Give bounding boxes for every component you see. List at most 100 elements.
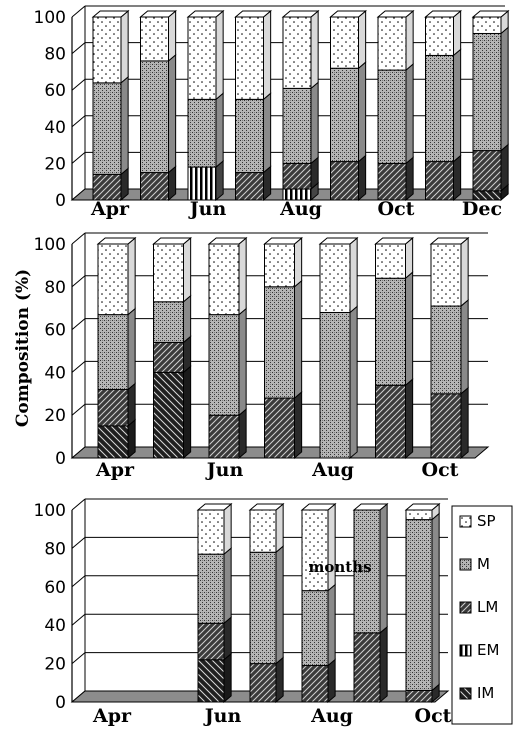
y-tick-label: 0 — [55, 191, 66, 211]
bar-segment-sp — [235, 16, 264, 100]
y-tick-label: 40 — [44, 616, 66, 636]
bar-stack — [281, 9, 320, 202]
y-tick-label: 100 — [34, 501, 66, 521]
bar-segment-m — [319, 311, 351, 459]
bar-segment-m — [282, 87, 312, 164]
bar-side-face — [358, 61, 367, 163]
bar-side-face — [405, 236, 414, 280]
bar-side-face — [379, 625, 388, 704]
bar-top-face — [352, 503, 389, 511]
bar-side-face — [349, 305, 358, 460]
bar-segment-lm — [353, 632, 381, 703]
bar-segment-im — [197, 659, 225, 703]
bar-side-face — [223, 616, 232, 661]
bar-side-face — [120, 9, 129, 84]
bar-stack — [186, 9, 225, 202]
bar-segment-sp — [319, 243, 351, 313]
bar-top-face — [281, 10, 320, 18]
bar-top-face — [207, 237, 248, 245]
bar-side-face — [223, 652, 232, 704]
bar-stack — [429, 236, 470, 460]
bar-segment-m — [377, 69, 407, 164]
bar-side-face — [168, 9, 177, 62]
bar-segment-em — [187, 166, 217, 201]
bar-segment-lm — [425, 161, 454, 201]
bar-side-face — [215, 159, 224, 202]
bar-stack — [207, 236, 248, 460]
bar-segment-m — [97, 314, 129, 391]
bar-segment-lm — [301, 665, 329, 703]
bar-side-face — [294, 390, 303, 460]
legend-label-lm: LM — [477, 598, 498, 616]
bar-top-face — [152, 237, 193, 245]
bar-top-face — [429, 237, 470, 245]
bar-segment-lm — [208, 414, 240, 459]
bar-segment-m — [264, 286, 295, 399]
bar-segment-im — [153, 371, 184, 459]
legend-swatch-lm — [459, 601, 472, 614]
bar-side-face — [183, 365, 192, 460]
bar-side-face — [275, 656, 284, 704]
bar-segment-m — [208, 314, 240, 416]
x-tick-label: Jun — [205, 459, 244, 481]
bar-segment-sp — [249, 509, 277, 553]
bar-top-face — [471, 10, 510, 18]
bar-segment-m — [301, 590, 329, 667]
bar-top-face — [196, 503, 233, 511]
bar-side-face — [453, 48, 462, 163]
bar-side-face — [294, 236, 303, 288]
bar-stack — [404, 502, 441, 704]
bar-segment-lm — [405, 689, 433, 703]
bar-segment-lm — [235, 172, 264, 201]
bar-segment-sp — [405, 509, 433, 521]
bar-side-face — [453, 9, 462, 57]
bar-top-face — [91, 10, 130, 18]
legend-label-im: IM — [477, 684, 494, 702]
bar-stack — [300, 502, 337, 704]
x-tick-label: Apr — [90, 198, 130, 220]
bar-segment-lm — [330, 161, 359, 201]
bar-stack — [376, 9, 415, 202]
bar-segment-sp — [301, 509, 329, 592]
bar-side-face — [358, 154, 367, 202]
bar-stack — [263, 236, 304, 460]
x-tick-label: Dec — [462, 198, 502, 220]
bar-side-face — [223, 502, 232, 556]
bar-top-face — [424, 10, 463, 18]
x-tick-label: Oct — [378, 198, 415, 220]
bar-top-face — [139, 10, 178, 18]
bar-segment-m — [235, 98, 264, 174]
bar-segment-lm — [140, 172, 169, 201]
bar-segment-m — [249, 551, 277, 665]
y-tick-label: 80 — [44, 278, 66, 298]
bar-side-face — [215, 92, 224, 169]
bar-side-face — [183, 236, 192, 303]
y-tick-label: 60 — [44, 578, 66, 598]
bar-side-face — [327, 583, 336, 667]
bar-stack — [471, 9, 510, 202]
bar-stack — [424, 9, 463, 202]
bar-side-face — [405, 378, 414, 460]
bar-segment-m — [140, 60, 169, 174]
bar-top-face — [300, 503, 337, 511]
bar-side-face — [120, 75, 129, 176]
y-tick-label: 60 — [44, 321, 66, 341]
bar-segment-lm — [92, 173, 122, 201]
bar-stack — [139, 9, 178, 202]
bar-segment-sp — [140, 16, 169, 62]
bar-segment-sp — [97, 243, 129, 316]
bar-stack — [352, 502, 389, 704]
bar-segment-sp — [375, 243, 406, 279]
bar-side-face — [349, 236, 358, 314]
bar-top-face — [376, 10, 415, 18]
x-tick-label: Oct — [415, 705, 452, 727]
bar-segment-sp — [472, 16, 502, 34]
bar-top-face — [248, 503, 285, 511]
bar-segment-m — [153, 301, 184, 343]
bar-side-face — [310, 9, 319, 90]
bar-side-face — [127, 382, 136, 427]
bar-stack — [196, 502, 233, 704]
y-axis-label: Composition (%) — [13, 269, 33, 427]
y-tick-label: 100 — [34, 235, 66, 255]
